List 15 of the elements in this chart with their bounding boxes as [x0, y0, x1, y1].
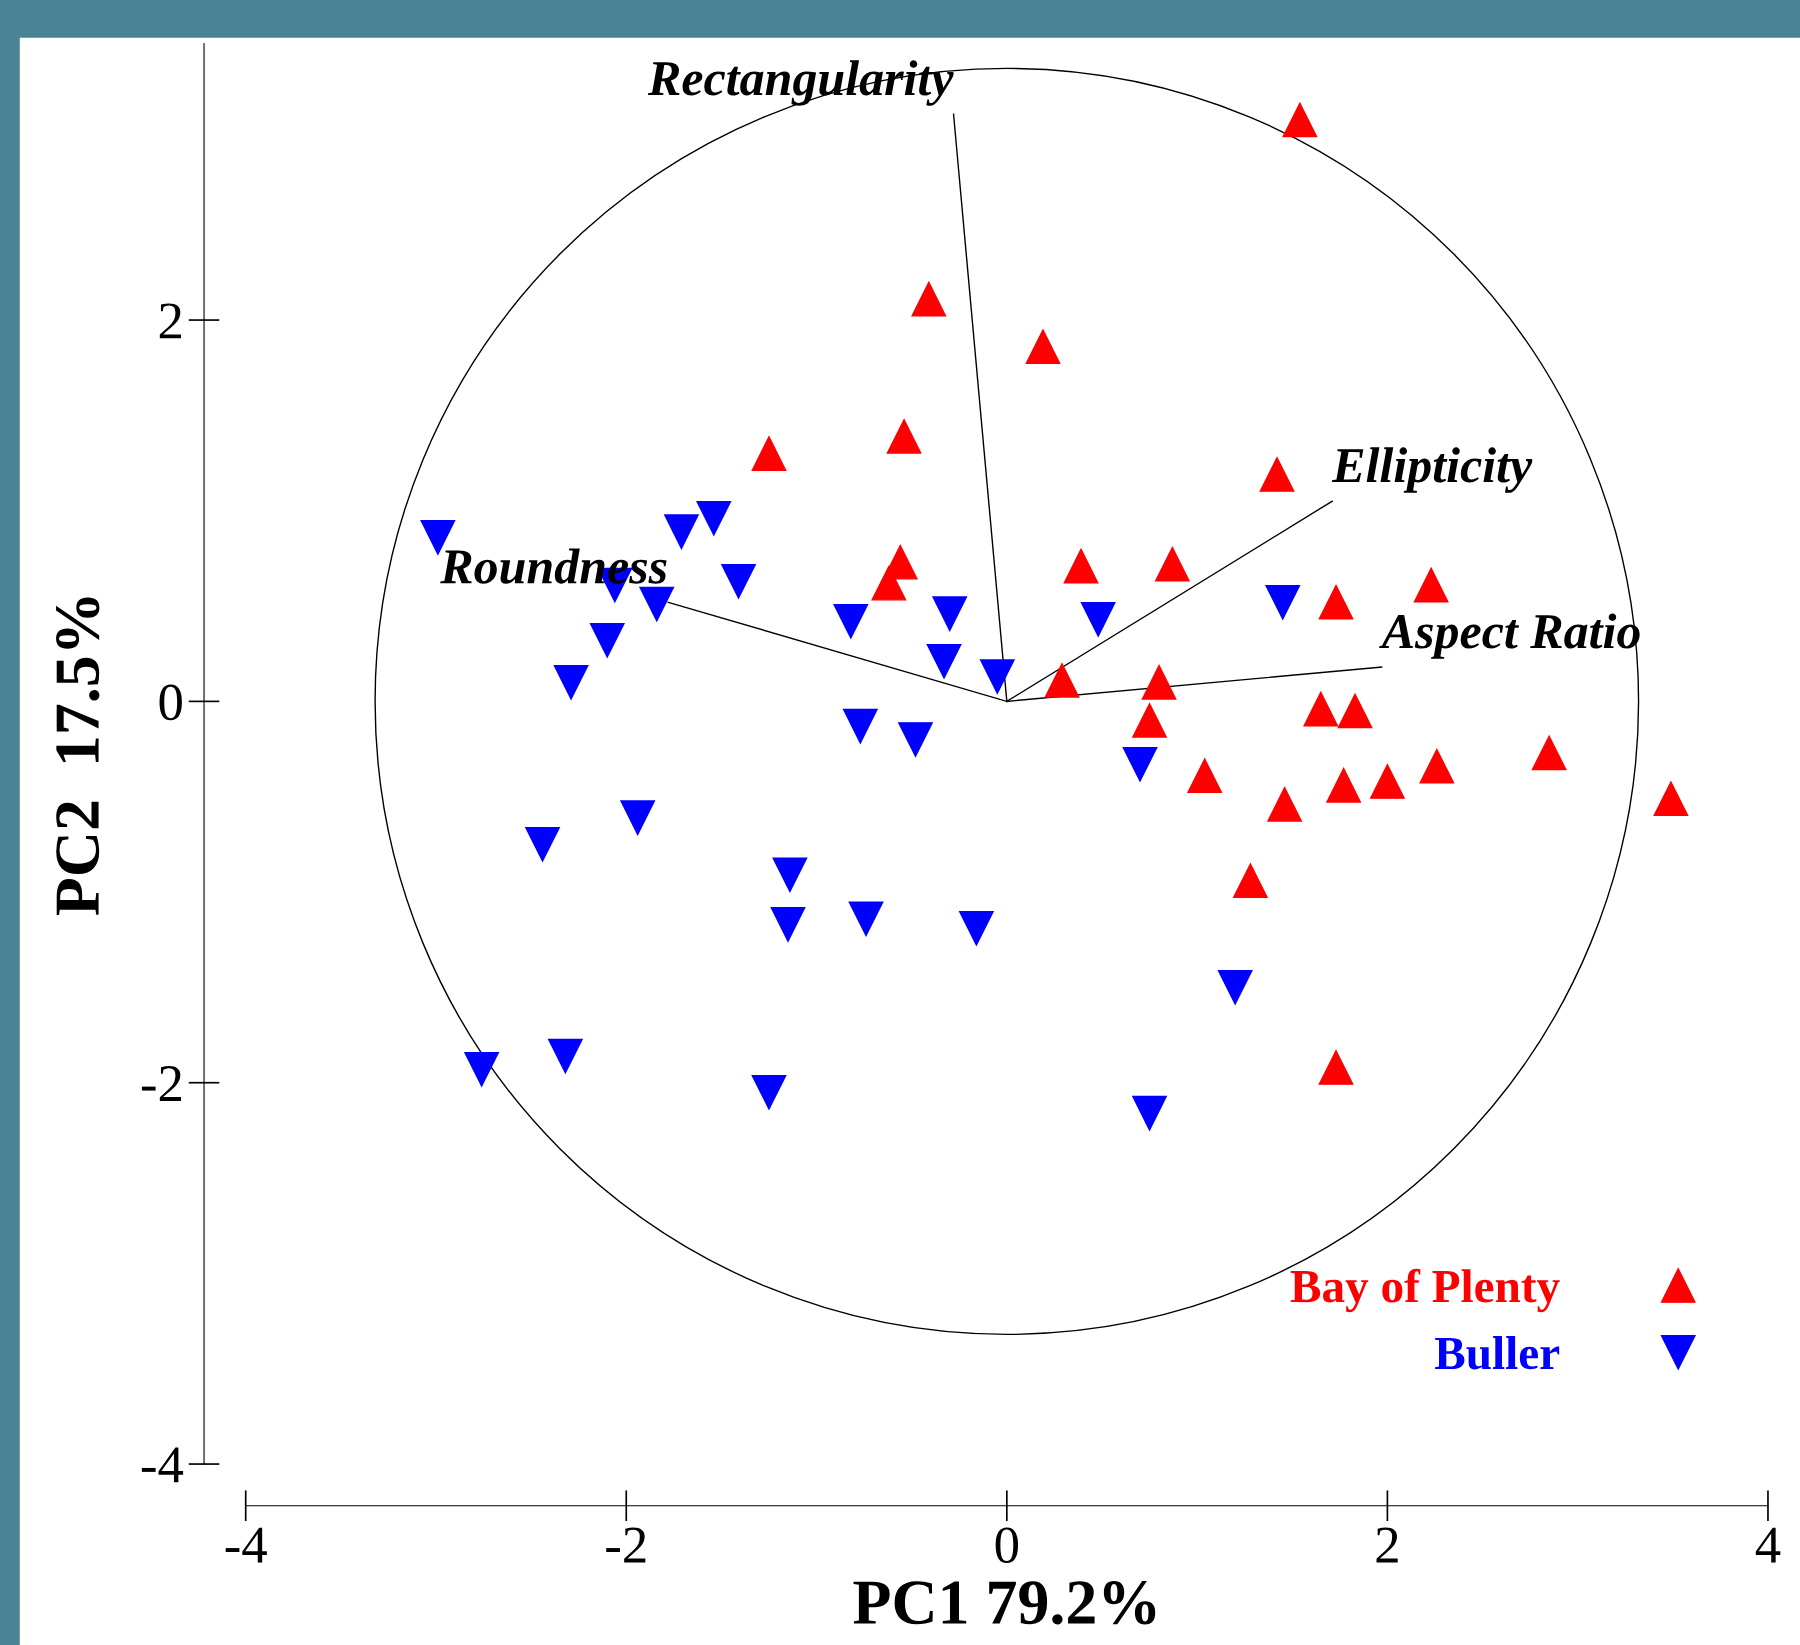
y-tick-label: 0	[159, 684, 182, 721]
legend-label: Buller	[1435, 1336, 1560, 1370]
y-tick-label: 2	[159, 303, 181, 339]
y-tick-label: -4	[141, 1447, 184, 1483]
x-tick-label: -2	[606, 1527, 646, 1563]
annotation: Roundness	[440, 548, 667, 584]
x-tick-label: 0	[995, 1527, 1019, 1563]
legend-label: Bay of Plenty	[1290, 1268, 1560, 1313]
y-tick-label: -2	[141, 1066, 181, 1102]
annotation: Ellipticity	[1331, 447, 1533, 493]
x-tick-label: -4	[225, 1527, 267, 1563]
y-axis-title: PC2 17.5%	[56, 597, 100, 916]
x-tick-label: 2	[1376, 1527, 1398, 1563]
x-axis-title: PC1 79.2%	[853, 1581, 1156, 1625]
x-tick-label: 4	[1755, 1527, 1781, 1563]
